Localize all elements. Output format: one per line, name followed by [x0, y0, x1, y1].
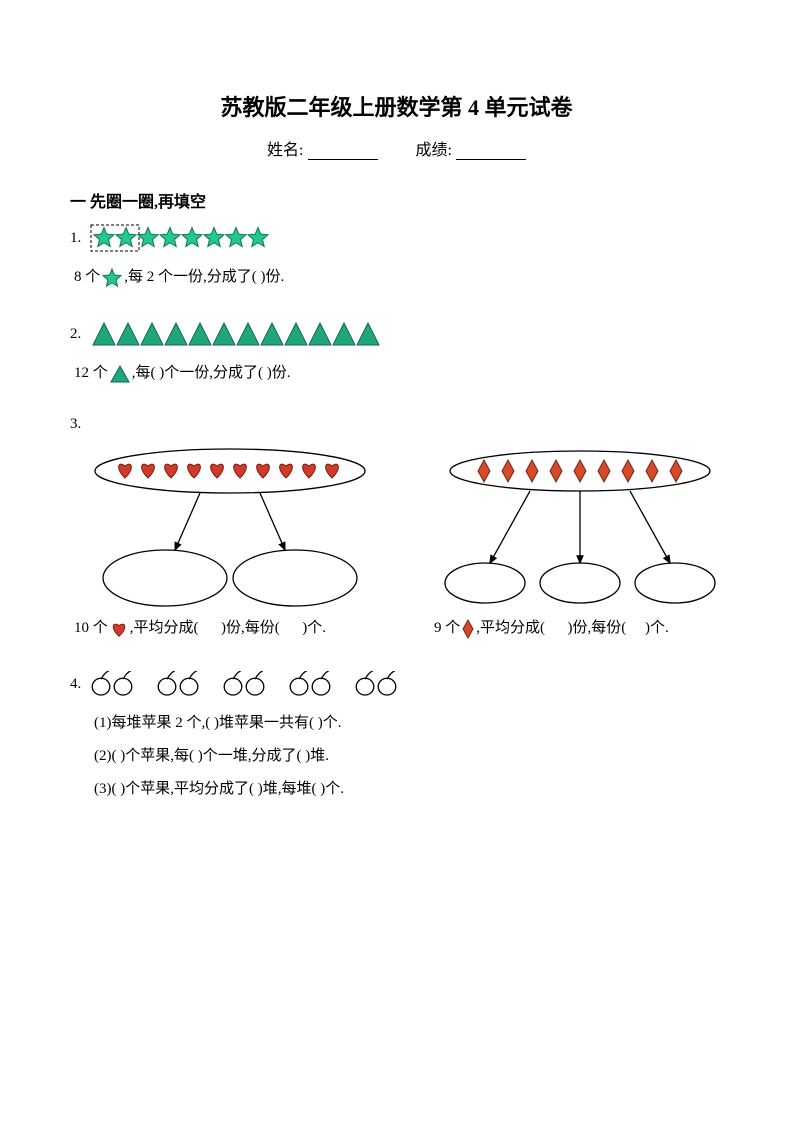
- question-1: 1. 8 个 ,每 2 个一份,分成了( )份.: [70, 224, 723, 292]
- triangle-icon: [110, 358, 130, 388]
- section1-heading: 一 先圈一圈,再填空: [70, 188, 723, 212]
- score-label: 成绩:: [416, 142, 452, 159]
- score-blank[interactable]: [456, 143, 526, 160]
- q2-text-a: 12 个: [74, 358, 108, 388]
- heart-icon: [110, 613, 128, 643]
- apple-icon: [178, 675, 200, 691]
- q3-diamonds-diagram: [430, 443, 730, 613]
- q3-right: 9 个 ,平均分成( )份,每份( )个.: [430, 443, 730, 643]
- apple-icon: [222, 675, 244, 691]
- q4-number: 4.: [70, 676, 90, 693]
- apple-icon: [288, 675, 310, 691]
- q1-stars: [90, 224, 272, 252]
- q3-number: 3.: [70, 416, 90, 433]
- apple-icon: [354, 675, 376, 691]
- q4-apples: [90, 671, 420, 697]
- q2-triangles: [90, 320, 382, 348]
- q4-line3: (3)( )个苹果,平均分成了( )堆,每堆( )个.: [94, 773, 723, 806]
- q3-hearts-diagram: [70, 443, 390, 613]
- apple-icon: [90, 675, 112, 691]
- apple-icon: [376, 675, 398, 691]
- name-blank[interactable]: [308, 143, 378, 160]
- q3-right-text-b: ,平均分成( )份,每份( )个.: [476, 613, 668, 643]
- question-4: 4. (1)每堆苹果 2 个,( )堆苹果一共有( )个. (2)(: [70, 671, 723, 806]
- q4-line1: (1)每堆苹果 2 个,( )堆苹果一共有( )个.: [94, 707, 723, 740]
- q2-number: 2.: [70, 326, 90, 343]
- q3-left-text-a: 10 个: [74, 613, 108, 643]
- apple-icon: [244, 675, 266, 691]
- name-label: 姓名:: [267, 142, 303, 159]
- q3-left-text-b: ,平均分成( )份,每份( )个.: [130, 613, 326, 643]
- q4-line2: (2)( )个苹果,每( )个一堆,分成了( )堆.: [94, 740, 723, 773]
- q3-left: 10 个 ,平均分成( )份,每份( )个.: [70, 443, 390, 643]
- question-3: 3. 10 个 ,平均分成( )份,每份( )个. 9 个 ,平均分成( )份,…: [70, 416, 723, 643]
- apple-icon: [310, 675, 332, 691]
- q1-text-b: ,每 2 个一份,分成了( )份.: [124, 262, 284, 292]
- apple-icon: [112, 675, 134, 691]
- star-icon: [102, 262, 122, 292]
- page-title: 苏教版二年级上册数学第 4 单元试卷: [70, 90, 723, 122]
- q3-right-text-a: 9 个: [434, 613, 460, 643]
- diamond-icon: [462, 613, 474, 643]
- q2-text-b: ,每( )个一份,分成了( )份.: [132, 358, 291, 388]
- q1-text-a: 8 个: [74, 262, 100, 292]
- meta-line: 姓名: 成绩:: [70, 136, 723, 160]
- apple-icon: [156, 675, 178, 691]
- q1-number: 1.: [70, 230, 90, 247]
- question-2: 2. 12 个 ,每( )个一份,分成了( )份.: [70, 320, 723, 388]
